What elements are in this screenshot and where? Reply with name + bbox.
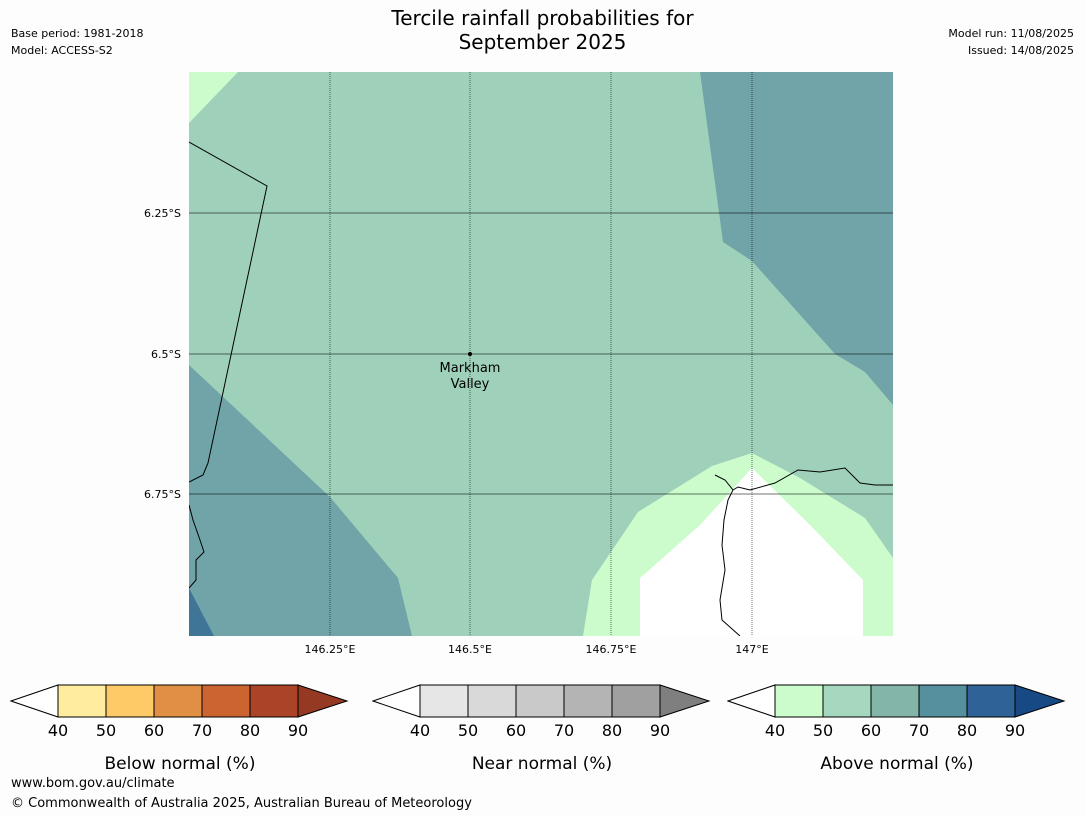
colorbar-segment: [774, 684, 824, 718]
colorbar-segment: [515, 684, 565, 718]
map-figure: Markham Valley 6.25°S 6.5°S 6.75°S 146.2…: [144, 72, 893, 656]
colorbar-segment: [249, 684, 299, 718]
coastline-east: [732, 467, 893, 491]
lon-label: 146.75°E: [586, 643, 637, 656]
colorbar-segment: [297, 684, 349, 718]
lat-labels: 6.25°S 6.5°S 6.75°S: [144, 207, 181, 501]
title-line-1: Tercile rainfall probabilities for: [391, 6, 694, 30]
place-name-line-1: Markham: [440, 361, 501, 376]
colorbar-segment: [57, 684, 107, 718]
colorbar-segment: [105, 684, 155, 718]
footer-copyright: © Commonwealth of Australia 2025, Austra…: [11, 796, 472, 811]
colorbar-segment: [822, 684, 872, 718]
colorbar-tick: 60: [860, 721, 882, 740]
colorbar-tick: 50: [95, 721, 117, 740]
colorbar-segment: [9, 684, 59, 718]
region-above-60-70-southwest: [189, 365, 412, 636]
colorbar-segment: [1014, 684, 1066, 718]
lat-label: 6.5°S: [151, 348, 181, 361]
meta-left: Base period: 1981-2018 Model: ACCESS-S2: [11, 25, 143, 59]
colorbar-tick: 40: [409, 721, 431, 740]
colorbar-segment: [371, 684, 421, 718]
coastline-huon: [714, 474, 741, 636]
map-title: Tercile rainfall probabilities for Septe…: [0, 6, 1085, 54]
colorbar-tick: 50: [812, 721, 834, 740]
colorbar-label: Above normal (%): [820, 754, 974, 774]
colorbar-tick: 60: [143, 721, 165, 740]
colorbar-label: Near normal (%): [471, 754, 613, 774]
colorbar-segment: [201, 684, 251, 718]
colorbar-label: Below normal (%): [104, 754, 256, 774]
colorbar-segment: [563, 684, 613, 718]
colorbar-segment: [153, 684, 203, 718]
colorbar-tick: 70: [553, 721, 575, 740]
colorbar-segment: [611, 684, 661, 718]
region-above-40-50-north: [189, 72, 238, 123]
colorbar-tick: 90: [287, 721, 309, 740]
colorbar-tick: 80: [956, 721, 978, 740]
place-marker: [468, 352, 472, 356]
footer-url[interactable]: www.bom.gov.au/climate: [11, 776, 175, 791]
region-above-60-70-northeast: [700, 72, 893, 405]
meta-right: Model run: 11/08/2025 Issued: 14/08/2025: [948, 25, 1074, 59]
lon-label: 147°E: [735, 643, 768, 656]
colorbar-segment: [467, 684, 517, 718]
title-line-2: September 2025: [458, 30, 627, 54]
colorbar-segment: [659, 684, 711, 718]
lon-label: 146.5°E: [448, 643, 492, 656]
colorbar-segment: [870, 684, 920, 718]
lon-labels: 146.25°E 146.5°E 146.75°E 147°E: [305, 643, 769, 656]
colorbar-tick: 90: [649, 721, 671, 740]
colorbar-above-normal: 40 50 60 70 80 90 Above normal (%): [726, 684, 1067, 774]
region-above-70-80: [189, 588, 214, 636]
colorbar-tick: 40: [764, 721, 786, 740]
map-area[interactable]: [189, 72, 893, 636]
colorbar-tick: 70: [908, 721, 930, 740]
colorbar-segment: [419, 684, 469, 718]
footer: www.bom.gov.au/climate © Commonwealth of…: [11, 774, 472, 814]
place-name-line-2: Valley: [451, 377, 490, 392]
lat-label: 6.75°S: [144, 488, 181, 501]
colorbar-tick: 90: [1004, 721, 1026, 740]
province-boundary: [189, 141, 268, 483]
colorbar-tick: 80: [239, 721, 261, 740]
model-text: Model: ACCESS-S2: [11, 44, 113, 57]
colorbar-below-normal: 40 50 60 70 80 90 Below normal (%): [9, 684, 350, 774]
colorbar-near-normal: 40 50 60 70 80 90 Near normal (%): [371, 684, 712, 774]
issued-text: Issued: 14/08/2025: [967, 44, 1074, 57]
coastline-west: [189, 504, 205, 589]
graticule: [189, 72, 893, 636]
colorbar-tick: 80: [601, 721, 623, 740]
model-run-text: Model run: 11/08/2025: [948, 27, 1074, 40]
colorbar-above-normal-graphic: [726, 684, 1066, 718]
base-period-text: Base period: 1981-2018: [11, 27, 144, 40]
colorbar-tick: 60: [505, 721, 527, 740]
colorbar-tick: 50: [457, 721, 479, 740]
boundary-lines: [189, 141, 893, 636]
colorbar-tick: 70: [191, 721, 213, 740]
colorbar-below-normal-graphic: [9, 684, 349, 718]
colorbar-segment: [918, 684, 968, 718]
colorbar-tick: 40: [47, 721, 69, 740]
lat-label: 6.25°S: [144, 207, 181, 220]
colorbar-near-normal-graphic: [371, 684, 711, 718]
lon-label: 146.25°E: [305, 643, 356, 656]
colorbar-segment: [726, 684, 776, 718]
colorbar-segment: [966, 684, 1016, 718]
